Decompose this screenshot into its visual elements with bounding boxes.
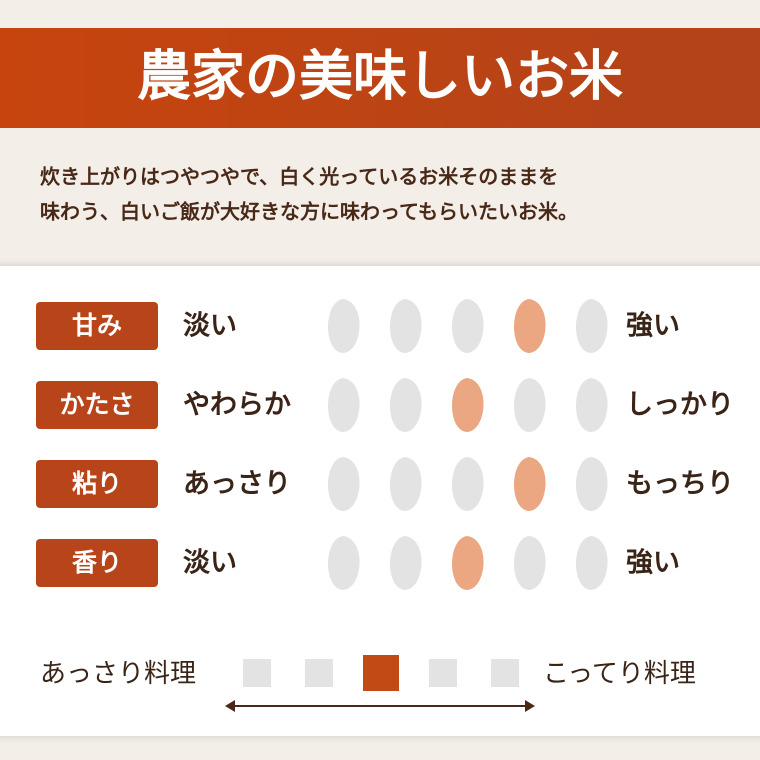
dish-high: こってり料理: [543, 659, 696, 689]
grain: [328, 457, 360, 511]
grain: [514, 378, 546, 432]
grain-selected: [514, 299, 546, 353]
grain-selected: [452, 378, 484, 432]
description-line: 炊き上がりはつやつやで、白く光っているお米そのままを: [40, 165, 558, 189]
label-box: [36, 539, 158, 587]
row-label: かたさ: [59, 390, 134, 419]
grain: [390, 536, 422, 590]
grain: [328, 378, 360, 432]
description-line: 味わう、白いご飯が大好きな方に味わってもらいたいお米。: [40, 200, 578, 224]
dish-step: [243, 659, 271, 687]
grain: [452, 299, 484, 353]
low-label: やわらか: [183, 390, 291, 421]
grain-selected: [452, 536, 484, 590]
high-label: 強い: [626, 548, 680, 579]
grain: [452, 457, 484, 511]
grain: [390, 457, 422, 511]
grain: [328, 536, 360, 590]
row-label: 香り: [72, 548, 122, 577]
header-band: [0, 28, 760, 128]
grain: [576, 299, 608, 353]
row-label: 甘み: [72, 311, 122, 340]
label-box: [36, 381, 158, 429]
high-label: 強い: [626, 311, 680, 342]
dish-low: あっさり料理: [40, 659, 196, 689]
grain: [576, 536, 608, 590]
dish-step: [305, 659, 333, 687]
grain: [390, 378, 422, 432]
label-box: [36, 460, 158, 508]
grain: [328, 299, 360, 353]
scales: 甘み 淡い 強いかたさ やわらか しっかり粘り あっさり もっちり香り 淡い 強いあっさり料理こ…: [36, 299, 734, 691]
grain: [514, 536, 546, 590]
dish-step: [429, 659, 457, 687]
grain: [576, 378, 608, 432]
low-label: 淡い: [183, 548, 237, 579]
grain-selected: [514, 457, 546, 511]
title: 農家の美味しいお米: [137, 45, 623, 108]
grain: [576, 457, 608, 511]
low-label: あっさり: [183, 469, 291, 500]
dish-step: [491, 659, 519, 687]
grain: [390, 299, 422, 353]
dish-step-selected: [363, 655, 399, 691]
low-label: 淡い: [183, 311, 237, 342]
high-label: しっかり: [626, 390, 734, 421]
high-label: もっちり: [626, 469, 734, 500]
label-box: [36, 302, 158, 350]
row-label: 粘り: [72, 469, 122, 498]
